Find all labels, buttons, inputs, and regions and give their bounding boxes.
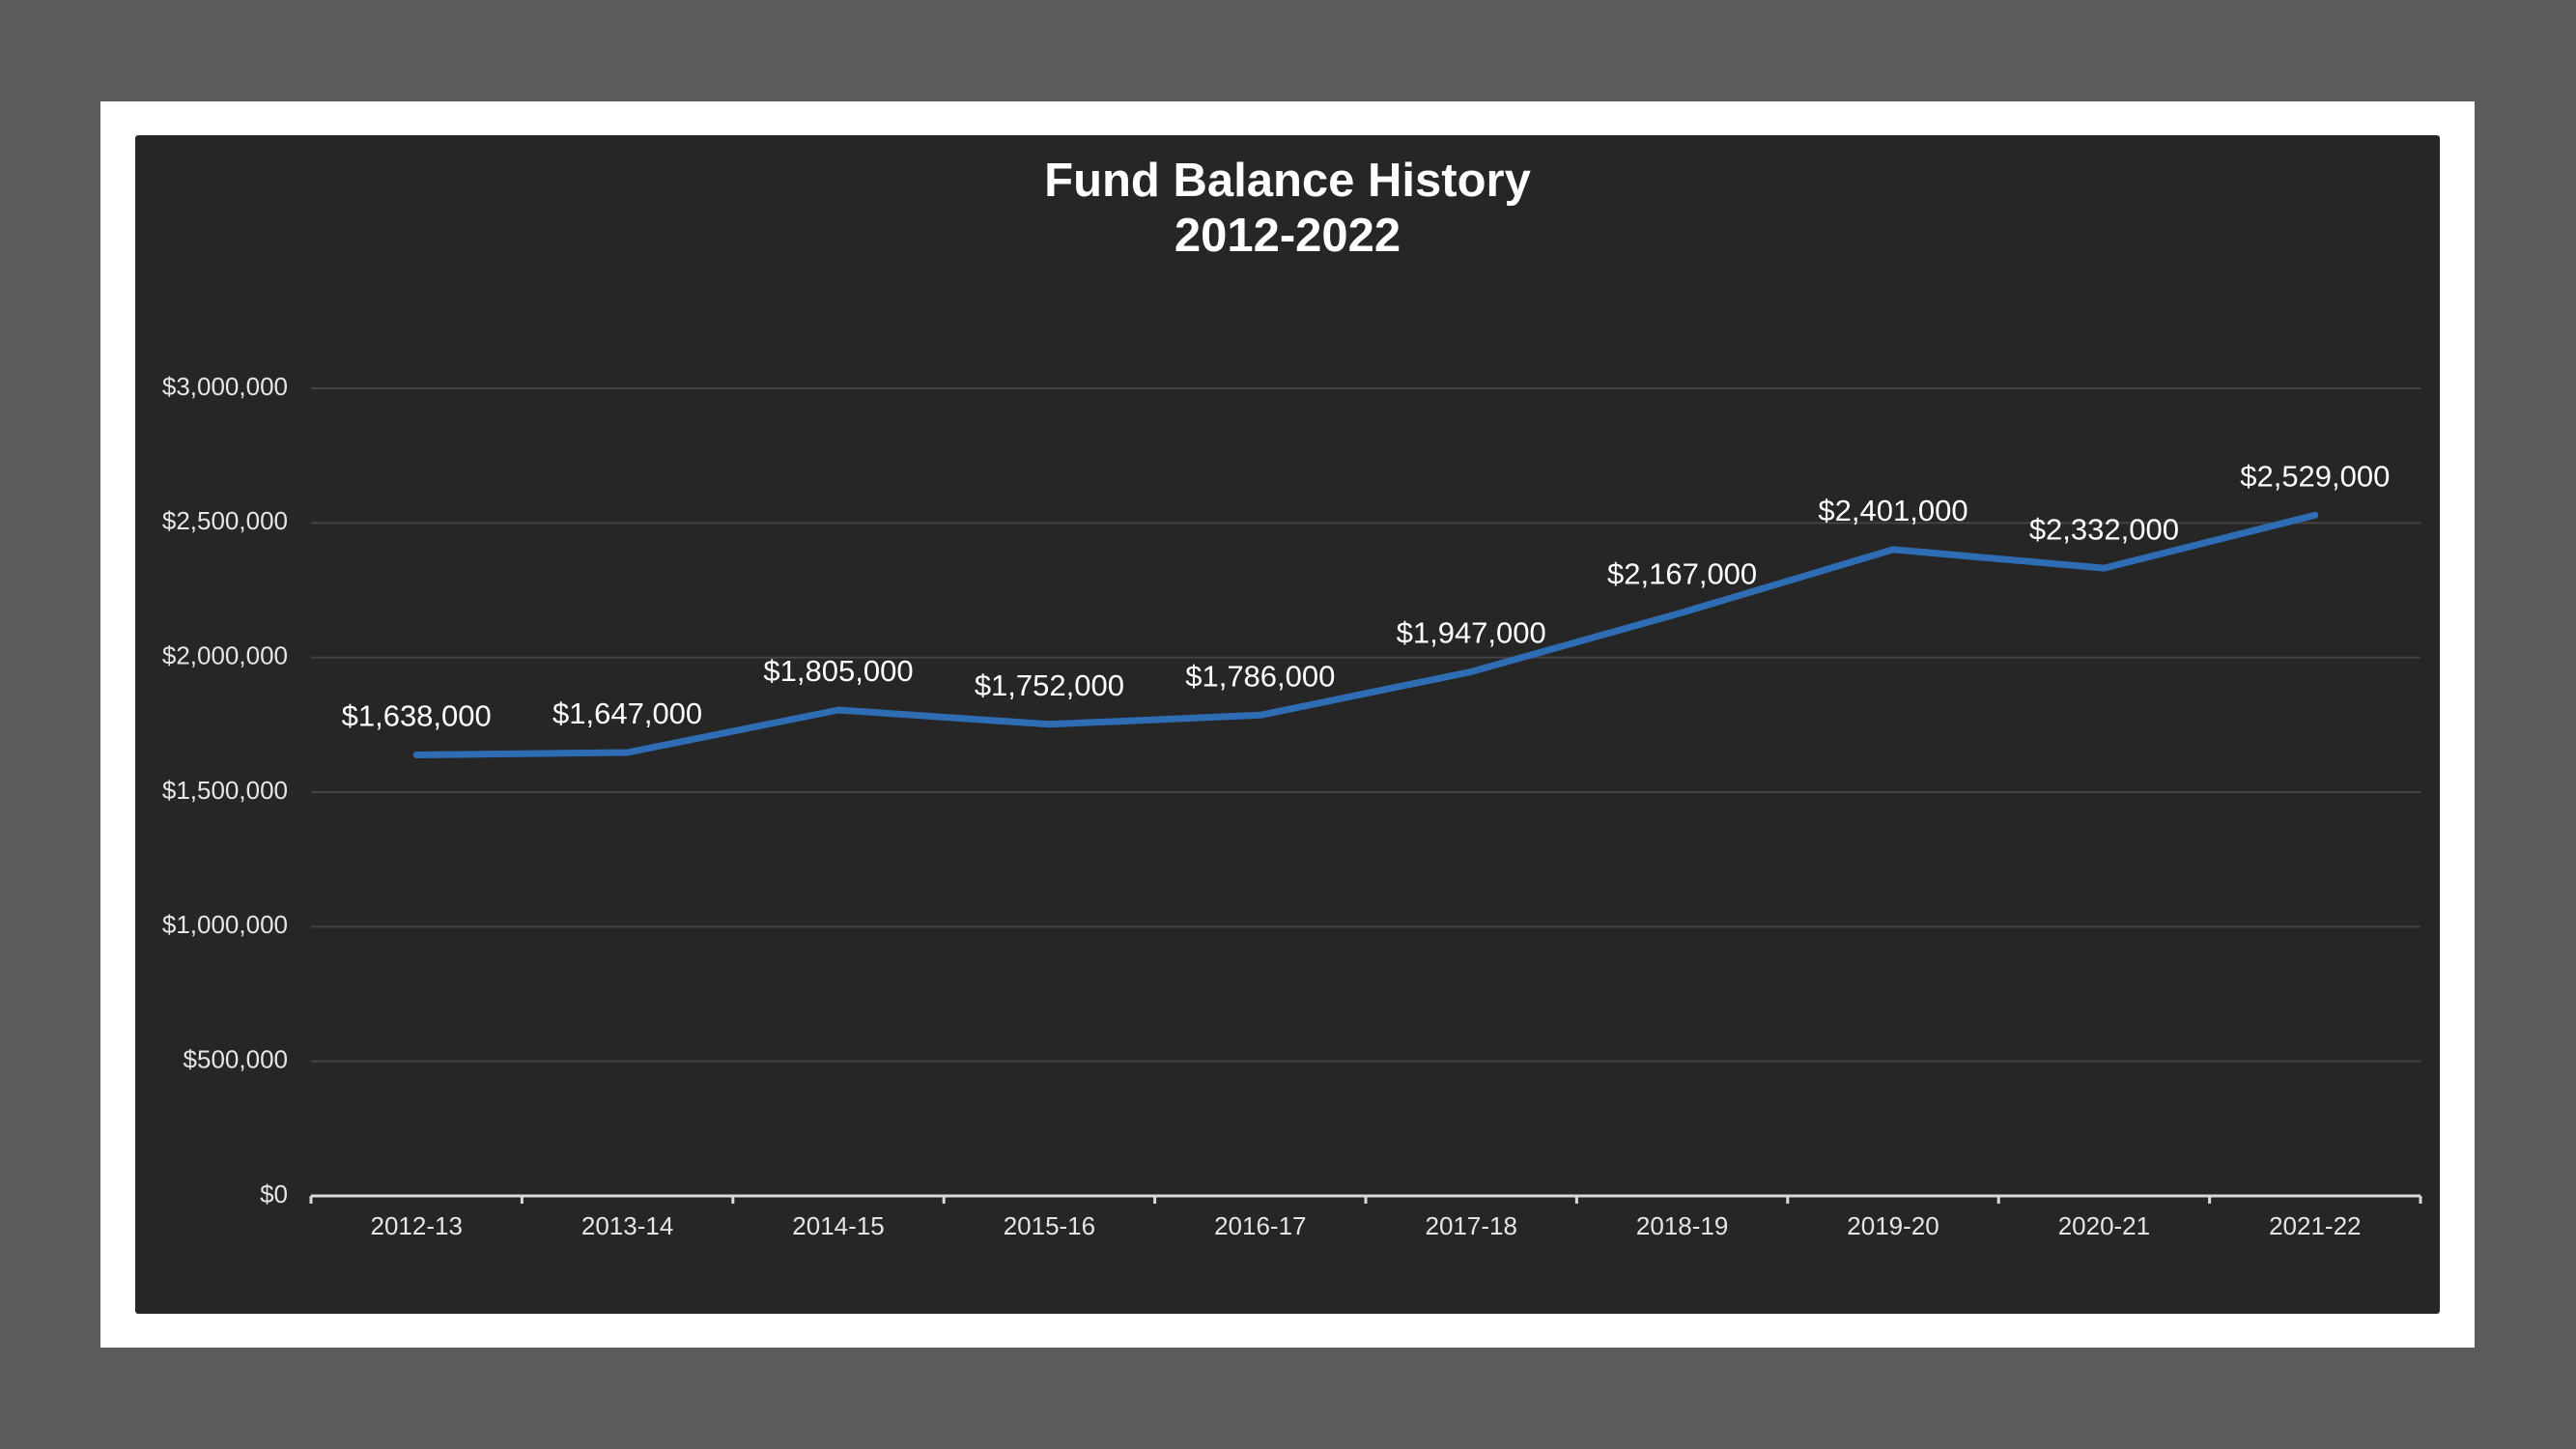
data-label: $1,638,000 bbox=[342, 699, 492, 733]
data-label: $1,947,000 bbox=[1397, 616, 1546, 650]
x-tick-label: 2019-20 bbox=[1847, 1211, 1939, 1240]
data-label: $1,786,000 bbox=[1185, 659, 1335, 693]
data-label: $1,647,000 bbox=[552, 696, 702, 730]
data-point bbox=[1257, 712, 1263, 719]
y-tick-label: $3,000,000 bbox=[162, 372, 288, 401]
y-tick-label: $2,000,000 bbox=[162, 641, 288, 670]
x-tick-label: 2020-21 bbox=[2058, 1211, 2150, 1240]
data-label: $2,401,000 bbox=[1818, 494, 1967, 527]
data-point bbox=[1679, 610, 1685, 616]
data-point bbox=[624, 750, 631, 756]
data-series bbox=[412, 511, 2319, 758]
chart-panel: Fund Balance History 2012-2022 $0 $500,00… bbox=[135, 135, 2440, 1314]
data-point bbox=[835, 707, 841, 714]
data-point bbox=[1890, 546, 1896, 553]
data-label: $2,167,000 bbox=[1607, 556, 1757, 590]
x-tick-label: 2014-15 bbox=[792, 1211, 884, 1240]
data-label: $1,805,000 bbox=[763, 654, 913, 688]
data-point bbox=[413, 752, 420, 758]
data-point bbox=[1468, 668, 1475, 675]
chart-subtitle: 2012-2022 bbox=[1175, 210, 1401, 262]
y-tick-label: $1,500,000 bbox=[162, 776, 288, 805]
line-chart: Fund Balance History 2012-2022 $0 $500,00… bbox=[162, 155, 2422, 1240]
gridlines bbox=[311, 387, 2420, 1063]
data-label: $1,752,000 bbox=[975, 668, 1124, 702]
y-tick-label: $0 bbox=[260, 1179, 288, 1208]
y-tick-label: $2,500,000 bbox=[162, 506, 288, 535]
x-tick-label: 2012-13 bbox=[370, 1211, 462, 1240]
x-tick-label: 2017-18 bbox=[1425, 1211, 1516, 1240]
data-labels: $1,638,000 $1,647,000 $1,805,000 $1,752,000… bbox=[342, 459, 2391, 732]
y-axis: $0 $500,000 $1,000,000 $1,500,000 $2,000,000… bbox=[162, 372, 288, 1208]
x-tick-label: 2018-19 bbox=[1636, 1211, 1728, 1240]
y-tick-label: $500,000 bbox=[184, 1045, 288, 1074]
x-tick-label: 2015-16 bbox=[1004, 1211, 1095, 1240]
data-label: $2,332,000 bbox=[2029, 512, 2179, 546]
x-tick-label: 2016-17 bbox=[1214, 1211, 1306, 1240]
data-label: $2,529,000 bbox=[2240, 459, 2390, 493]
x-tick-label: 2013-14 bbox=[581, 1211, 673, 1240]
y-tick-label: $1,000,000 bbox=[162, 910, 288, 939]
series-line bbox=[412, 511, 2319, 758]
data-point bbox=[2311, 512, 2318, 519]
data-point bbox=[1046, 721, 1053, 727]
data-point bbox=[2101, 565, 2108, 572]
x-axis: 2012-13 2013-14 2014-15 2015-16 2016-17 2017-… bbox=[309, 1194, 2422, 1240]
x-tick-label: 2021-22 bbox=[2269, 1211, 2361, 1240]
chart-title: Fund Balance History bbox=[1044, 155, 1531, 207]
